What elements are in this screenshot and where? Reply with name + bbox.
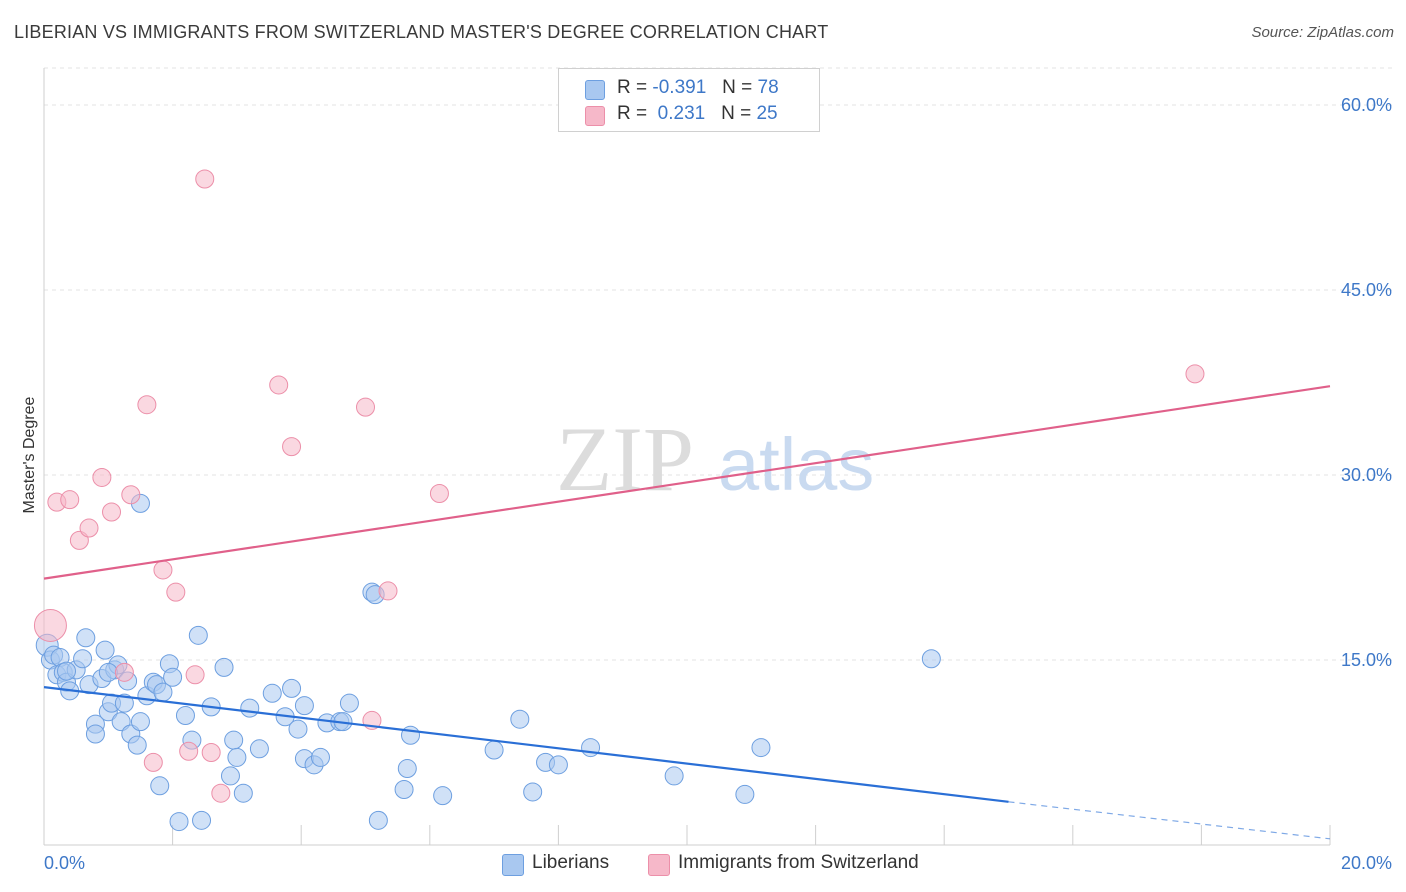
liberians-point [150,776,170,796]
chart-title: LIBERIAN VS IMMIGRANTS FROM SWITZERLAND … [14,22,829,42]
liberians-point [751,738,771,758]
liberians-point [57,661,77,681]
liberians-point [433,786,453,806]
stats-legend: R = -0.391 N = 78 R = 0.231 N = 25 [558,68,820,132]
liberians-point [735,784,755,804]
x-tick-label: 20.0% [1341,853,1392,873]
liberians-point [368,810,388,830]
switzerland-point [211,783,231,803]
liberians-point [523,782,543,802]
liberians-point [85,724,105,744]
switzerland-point [166,582,186,602]
liberians-point [294,696,314,716]
liberians-point [921,649,941,669]
switzerland-point [102,502,122,522]
liberians-point [484,740,504,760]
liberians-point [548,755,568,775]
liberians-point [114,693,134,713]
switzerland-point [356,397,375,417]
liberians-swatch [585,80,605,100]
switzerland-point [143,752,163,772]
y-tick-label: 60.0% [1341,95,1392,115]
source-label: Source: ZipAtlas.com [1251,24,1394,41]
liberians-trend-extension [1008,801,1331,840]
liberians-point [282,678,302,698]
liberians-point [397,759,417,779]
switzerland-point [195,169,215,189]
liberians-point [288,719,308,739]
liberians-point [220,766,240,786]
liberians-point [127,735,147,755]
liberians-point [664,766,684,786]
switzerland-legend-swatch [648,854,670,876]
switzerland-point [378,581,398,601]
liberians-point [224,730,244,750]
watermark-zip: ZIP [556,408,694,510]
y-axis-label: Master's Degree [21,396,38,513]
liberians-point [98,662,118,682]
switzerland-point [153,560,173,580]
trend-lines [43,385,1331,840]
x-tick-label: 0.0% [44,853,85,873]
switzerland-point [137,395,157,415]
liberians-point [192,810,212,830]
liberians-point [227,747,247,767]
liberians-point [310,747,330,767]
liberians-point [394,780,414,799]
switzerland-swatch [585,106,605,126]
switzerland-point [60,490,80,510]
liberians-legend-label: Liberians [532,852,610,873]
switzerland-point [114,662,134,682]
liberians-point [510,709,530,729]
liberians-trend-line [43,686,1009,803]
liberians-point [130,712,150,732]
liberians-stats: R = -0.391 N = 78 [617,77,779,98]
switzerland-point [33,608,67,642]
liberians-point [175,706,195,725]
switzerland-point [121,485,141,505]
liberians-point [76,628,96,648]
liberians-point [188,625,208,645]
y-tick-label: 30.0% [1341,465,1392,485]
liberians-point [249,739,269,759]
liberians-point [339,693,359,713]
switzerland-point [179,741,199,761]
liberians-point [214,657,234,677]
data-points [33,169,1205,832]
switzerland-point [429,484,449,503]
liberians-legend-swatch [502,854,524,876]
liberians-point [262,683,282,703]
liberians-point [73,649,93,669]
switzerland-point [79,518,99,538]
liberians-point [163,667,183,687]
switzerland-legend-label: Immigrants from Switzerland [678,852,919,873]
tick-labels: 15.0% 30.0% 45.0% 60.0% 0.0% 20.0% [44,95,1392,873]
liberians-point [95,640,115,660]
switzerland-point [269,375,289,395]
watermark-atlas: atlas [718,423,874,506]
liberians-point [240,698,260,718]
liberians-point [233,783,253,803]
switzerland-trend-line [43,385,1331,580]
gridlines [44,67,1392,661]
liberians-point [169,812,189,832]
switzerland-point [282,437,302,457]
switzerland-stats: R = 0.231 N = 25 [617,103,778,124]
axes [43,68,1331,846]
y-tick-label: 15.0% [1341,650,1392,670]
switzerland-point [92,467,112,487]
switzerland-point [185,665,205,685]
switzerland-point [201,743,221,762]
switzerland-point [1185,364,1205,384]
y-tick-label: 45.0% [1341,280,1392,300]
